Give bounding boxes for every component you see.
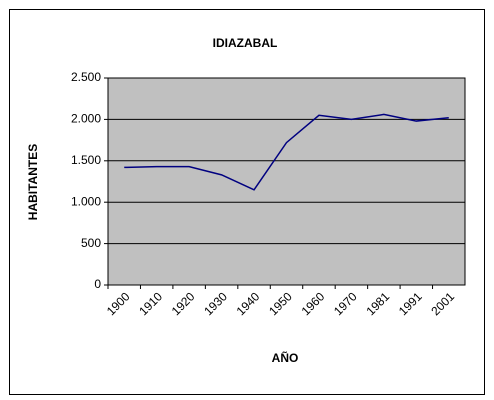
y-tick-label: 500 (81, 236, 101, 250)
data-line (124, 113, 449, 191)
chart-title: IDIAZABAL (213, 36, 278, 50)
plot-area (107, 77, 466, 286)
y-tick-label: 1.500 (71, 153, 101, 167)
y-tick-label: 2.000 (71, 112, 101, 126)
x-axis-label: AÑO (272, 350, 299, 365)
y-tick-label: 1.000 (71, 194, 101, 208)
y-axis-label: HABITANTES (26, 144, 40, 220)
y-tick-label: 0 (94, 277, 101, 291)
y-tick-label: 2.500 (71, 70, 101, 84)
